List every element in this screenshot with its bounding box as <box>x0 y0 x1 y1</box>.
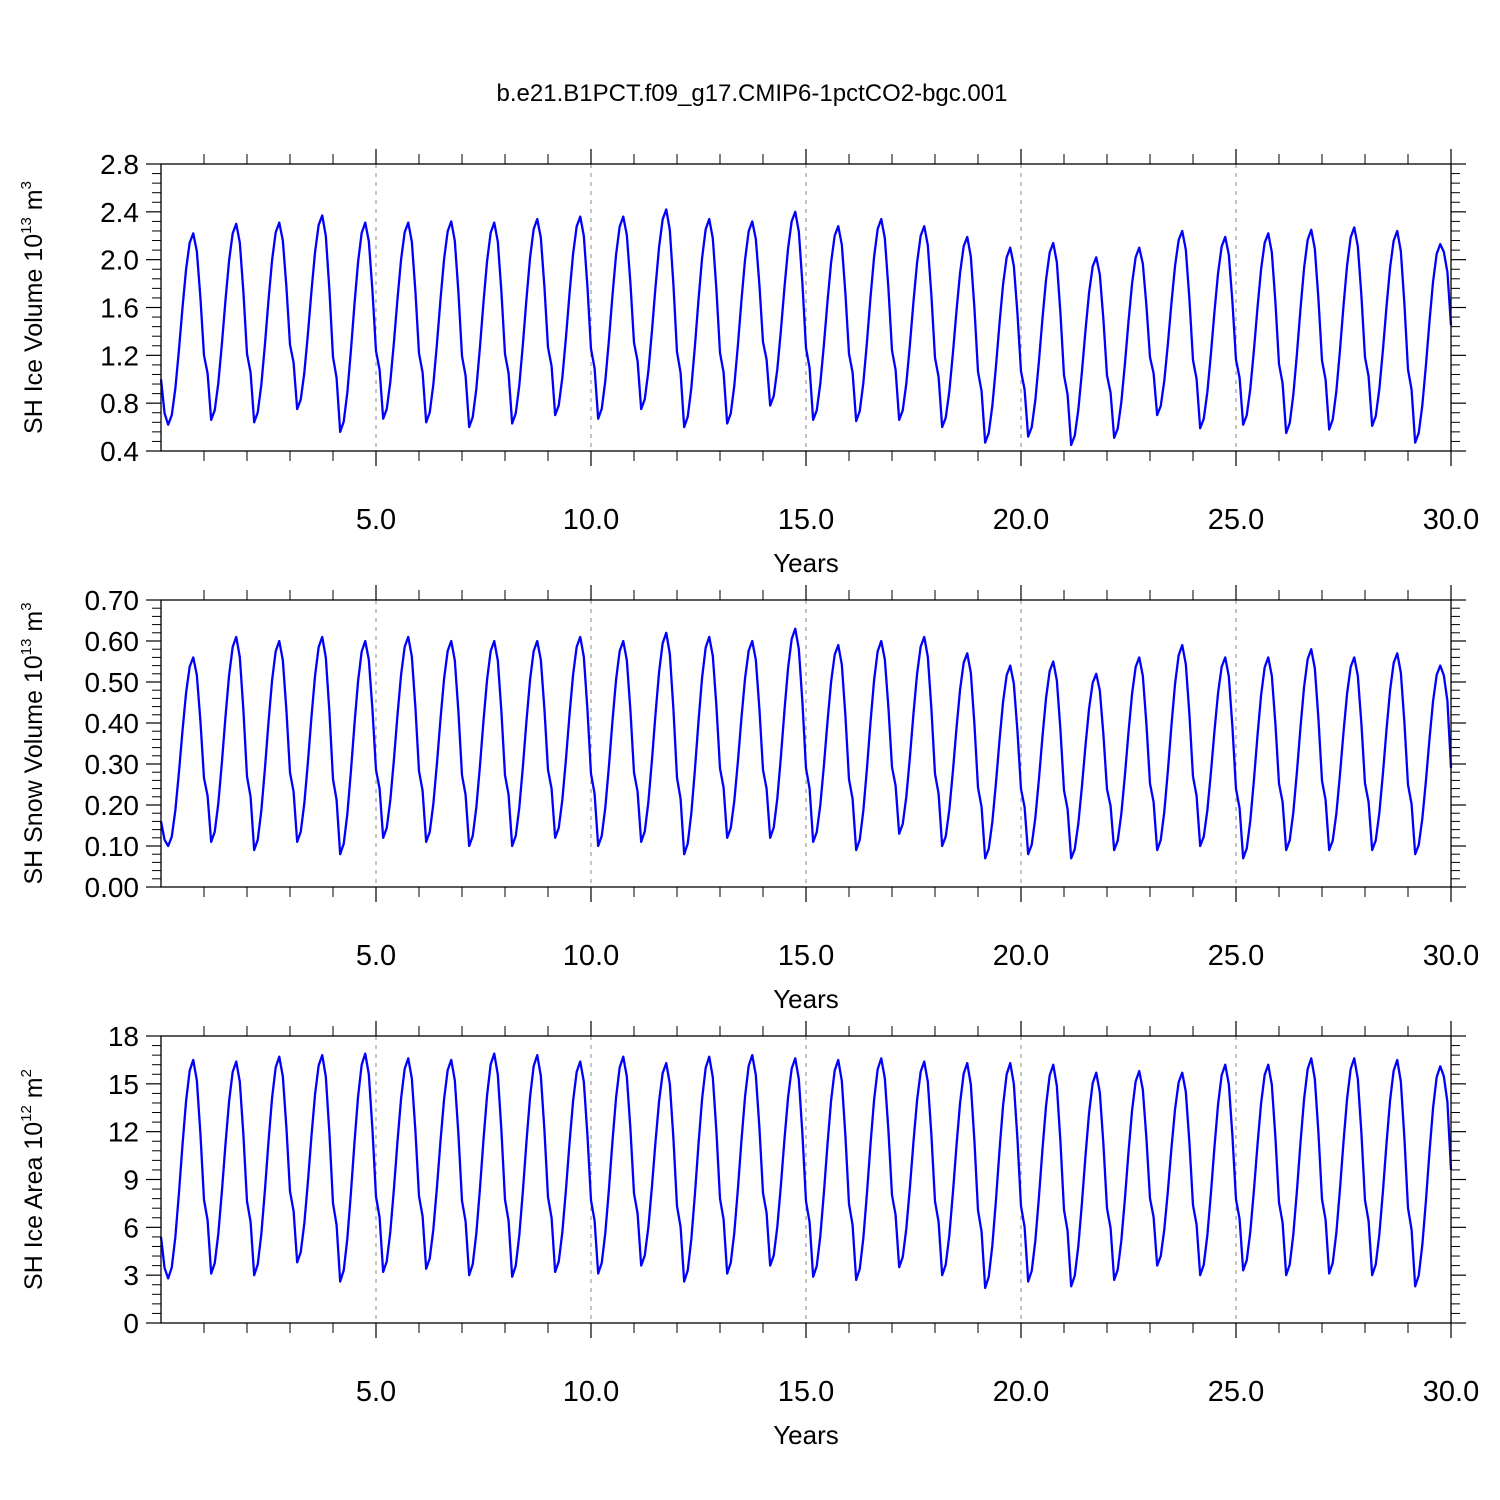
y-tick-label: 9 <box>123 1165 139 1196</box>
y-axis-label-text: SH Snow Volume 10 <box>20 655 48 884</box>
x-tick-label: 25.0 <box>1208 1376 1264 1408</box>
x-axis-label: Years <box>773 548 839 578</box>
x-tick-label: 20.0 <box>993 1376 1049 1408</box>
y-tick-label: 2.0 <box>100 245 139 276</box>
y-tick-label: 0.70 <box>85 585 140 616</box>
x-tick-label: 30.0 <box>1423 940 1479 972</box>
y-tick-label: 18 <box>108 1021 139 1052</box>
figure-title: b.e21.B1PCT.f09_g17.CMIP6-1pctCO2-bgc.00… <box>497 80 1008 107</box>
y-tick-label: 0.60 <box>85 626 140 657</box>
x-tick-label: 15.0 <box>778 1376 834 1408</box>
y-tick-label: 0.4 <box>100 436 139 467</box>
y-tick-label: 0 <box>123 1308 139 1339</box>
x-tick-label: 5.0 <box>356 940 396 972</box>
x-tick-label: 30.0 <box>1423 1376 1479 1408</box>
y-tick-label: 15 <box>108 1069 139 1100</box>
chart-panel-2: 0.00 0.10 0.20 0.30 0.40 0.50 0.60 0.70 5.0 10.0 1… <box>18 585 1479 1014</box>
y-tick-label: 0.40 <box>85 708 140 739</box>
y-axis-label-text: m <box>20 189 48 217</box>
y-tick-label: 0.30 <box>85 749 140 780</box>
data-line <box>159 208 1453 447</box>
x-tick-label: 25.0 <box>1208 504 1264 536</box>
y-axis-label-superscript: 3 <box>18 181 35 189</box>
y-axis-label-text: m <box>20 611 48 639</box>
y-tick-label: 0.8 <box>100 388 139 419</box>
y-axis-label-text: m <box>20 1077 48 1105</box>
y-tick-label: 0.00 <box>85 872 140 903</box>
x-tick-label: 10.0 <box>563 504 619 536</box>
x-tick-label: 5.0 <box>356 1376 396 1408</box>
x-tick-label: 15.0 <box>778 504 834 536</box>
x-tick-label: 5.0 <box>356 504 396 536</box>
y-tick-label: 0.20 <box>85 790 140 821</box>
chart-panel-1: 0.4 0.8 1.2 1.6 2.0 2.4 2.8 5.0 10.0 15.0 20.0 25.0… <box>18 149 1479 578</box>
y-axis-label-superscript: 2 <box>18 1069 35 1077</box>
y-tick-label: 6 <box>123 1212 139 1243</box>
chart-panel-3: 0 3 6 9 12 15 18 5.0 10.0 15.0 20.0 25.0 30.0 Years SH… <box>18 1021 1479 1450</box>
x-tick-label: 10.0 <box>563 940 619 972</box>
data-line <box>159 627 1453 860</box>
x-tick-label: 10.0 <box>563 1376 619 1408</box>
y-tick-label: 3 <box>123 1260 139 1291</box>
chart-panels: 0.40.81.21.62.02.42.85.0 10.0 15.0 20.0 25.0… <box>18 149 1479 1450</box>
y-tick-label: 2.8 <box>100 149 139 180</box>
y-axis-label-superscript: 13 <box>18 639 35 656</box>
y-axis-label: SH Ice Volume 1013 m3 <box>18 181 48 434</box>
x-axis-label: Years <box>773 1420 839 1450</box>
x-tick-label: 15.0 <box>778 940 834 972</box>
x-tick-label: 20.0 <box>993 940 1049 972</box>
y-axis-label: SH Snow Volume 1013 m3 <box>18 602 48 884</box>
y-tick-label: 2.4 <box>100 197 139 228</box>
y-axis-label-superscript: 3 <box>18 602 35 610</box>
x-axis-label: Years <box>773 984 839 1014</box>
x-tick-label: 20.0 <box>993 504 1049 536</box>
y-axis-label: SH Ice Area 1012 m2 <box>18 1069 48 1290</box>
y-tick-label: 1.6 <box>100 293 139 324</box>
y-tick-label: 0.50 <box>85 667 140 698</box>
y-axis-label-text: SH Ice Volume 10 <box>20 234 48 434</box>
y-axis-label-superscript: 13 <box>18 217 35 234</box>
y-tick-label: 1.2 <box>100 340 139 371</box>
x-tick-label: 30.0 <box>1423 504 1479 536</box>
data-line <box>159 1052 1453 1290</box>
x-tick-label: 25.0 <box>1208 940 1264 972</box>
y-axis-label-superscript: 12 <box>18 1105 35 1122</box>
y-tick-label: 0.10 <box>85 831 140 862</box>
y-axis-label-text: SH Ice Area 10 <box>20 1122 48 1290</box>
y-tick-label: 12 <box>108 1117 139 1148</box>
